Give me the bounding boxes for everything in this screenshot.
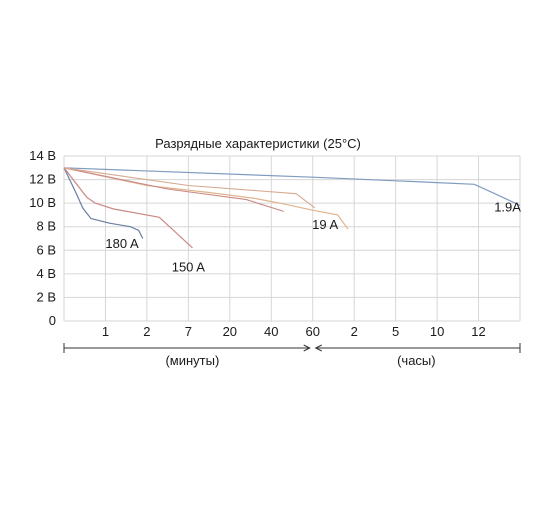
series-line	[63, 167, 144, 239]
y-tick-label: 6 В	[36, 242, 56, 257]
x-tick-label: 7	[185, 324, 192, 339]
x-tick-label: 5	[392, 324, 399, 339]
series-labels: 180 A 150 A 19 A 1.9A	[105, 199, 521, 274]
x-tick-label: 12	[471, 324, 485, 339]
hours-arrow-icon	[314, 344, 322, 352]
series-label: 150 A	[172, 260, 206, 275]
hours-range-label: (часы)	[397, 353, 436, 368]
series-line	[63, 167, 521, 207]
series-label: 180 A	[105, 236, 139, 251]
series-line	[63, 167, 193, 249]
x-tick-label: 1	[102, 324, 109, 339]
x-tick-label: 2	[143, 324, 150, 339]
grid	[63, 155, 521, 322]
series-label: 19 A	[312, 217, 338, 232]
series-line	[63, 167, 284, 212]
y-tick-label: 4 В	[36, 266, 56, 281]
y-axis-ticks: 14 В 12 В 10 В 8 В 6 В 4 В 2 В 0	[29, 148, 56, 328]
x-tick-label: 60	[305, 324, 319, 339]
y-tick-label: 10 В	[29, 195, 56, 210]
x-range-brackets: (минуты) (часы)	[63, 343, 521, 368]
x-tick-label: 2	[351, 324, 358, 339]
x-tick-label: 40	[264, 324, 278, 339]
series-label: 1.9A	[494, 199, 521, 214]
y-tick-label: 8 В	[36, 219, 56, 234]
y-tick-label: 2 В	[36, 289, 56, 304]
x-tick-label: 20	[223, 324, 237, 339]
series-lines	[63, 167, 521, 249]
minutes-arrow-icon	[303, 344, 311, 352]
x-axis-ticks: 1 2 7 20 40 60 2 5 10 12	[102, 324, 486, 339]
y-tick-label: 12 В	[29, 172, 56, 187]
series-line	[63, 167, 316, 209]
x-tick-label: 10	[430, 324, 444, 339]
y-tick-label: 0	[49, 313, 56, 328]
y-tick-label: 14 В	[29, 148, 56, 163]
chart-title: Разрядные характеристики (25°С)	[155, 136, 361, 151]
minutes-range-label: (минуты)	[165, 353, 219, 368]
